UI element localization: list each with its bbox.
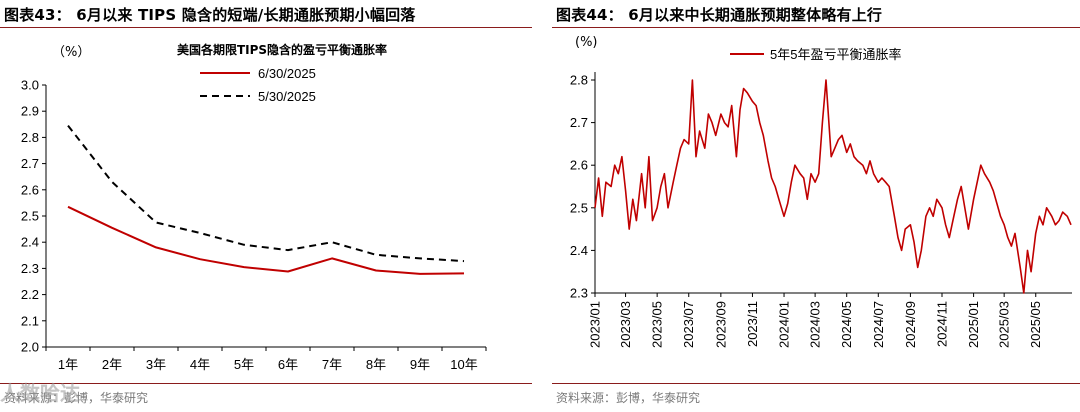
x-tick-label: 8年 — [366, 357, 386, 372]
y-tick-label: 2.0 — [21, 340, 39, 355]
series-line-1 — [594, 79, 1072, 294]
x-tick-label: 2年 — [102, 357, 122, 372]
y-tick-label: 2.5 — [570, 200, 588, 215]
right-bottom-rule — [552, 383, 1080, 384]
left-title-rule — [0, 27, 532, 28]
x-tick-label: 2023/01 — [588, 301, 603, 348]
y-tick-label: 2.4 — [21, 235, 39, 250]
x-tick-label: 2024/09 — [903, 301, 918, 348]
x-tick-label: 2024/01 — [777, 301, 792, 348]
left-chart: 2.0 2.1 2.2 2.3 2.4 2.5 2.6 2.7 2.8 2.9 3.0 1年 2年 3年 4… — [21, 42, 487, 372]
legend-title: 美国各期限TIPS隐含的盈亏平衡通胀率 — [177, 42, 387, 57]
right-source-note: 资料来源：彭博，华泰研究 — [556, 391, 701, 405]
y-tick-label: 2.8 — [570, 73, 588, 88]
x-tick-label: 2023/09 — [713, 301, 728, 348]
x-tick-label: 5年 — [234, 357, 254, 372]
x-tick-label: 2023/05 — [650, 301, 665, 348]
x-tick-label: 2024/11 — [935, 301, 950, 347]
x-tick-label: 3年 — [146, 357, 166, 372]
y-tick-label: 2.7 — [570, 115, 588, 130]
x-tick-label: 6年 — [278, 357, 298, 372]
series-line-2 — [67, 124, 465, 263]
y-tick-label: 2.7 — [21, 156, 39, 171]
right-chart: 2.3 2.4 2.5 2.6 2.7 2.8 2023/01 2023/03 2023/05 2… — [570, 35, 1072, 348]
right-figure-title: 图表44： 6月以来中长期通胀预期整体略有上行 — [556, 6, 883, 24]
y-tick-label: 2.4 — [570, 243, 588, 258]
y-tick-label: 2.8 — [21, 130, 39, 145]
legend-label-1: 6/30/2025 — [258, 66, 316, 81]
series-line-1 — [67, 205, 465, 275]
y-tick-label: 2.6 — [570, 158, 588, 173]
y-tick-label: 2.3 — [21, 261, 39, 276]
y-tick-label: 3.0 — [21, 78, 39, 93]
x-tick-label: 2024/03 — [808, 301, 823, 348]
y-axis-unit-label: （%） — [52, 45, 90, 60]
right-chart-panel: 图表44： 6月以来中长期通胀预期整体略有上行 2.3 2.4 2.5 2.6 2.7 2… — [552, 0, 1080, 412]
x-tick-label: 2024/05 — [839, 301, 854, 348]
watermark-logo: 人数哈达 — [0, 381, 80, 405]
x-tick-label: 4年 — [190, 357, 210, 372]
left-bottom-rule — [0, 383, 532, 384]
y-tick-label: 2.3 — [570, 286, 588, 301]
x-tick-label: 10年 — [450, 357, 477, 372]
x-tick-label: 2024/07 — [871, 301, 886, 348]
y-tick-label: 2.5 — [21, 209, 39, 224]
x-tick-label: 2023/11 — [745, 301, 760, 347]
x-tick-label: 2025/03 — [997, 301, 1012, 348]
x-tick-label: 2023/03 — [618, 301, 633, 348]
y-tick-label: 2.1 — [21, 313, 39, 328]
y-axis-unit-label: (%) — [575, 35, 598, 50]
right-title-rule — [552, 27, 1080, 28]
x-tick-label: 1年 — [58, 357, 78, 372]
left-source-note: 资料来源：彭博，华泰研究 — [4, 391, 149, 405]
left-figure-title: 图表43： 6月以来 TIPS 隐含的短端/长期通胀预期小幅回落 — [4, 6, 416, 24]
legend-label-2: 5/30/2025 — [258, 89, 316, 104]
x-tick-label: 7年 — [322, 357, 342, 372]
left-chart-panel: 图表43： 6月以来 TIPS 隐含的短端/长期通胀预期小幅回落 2.0 2.1 2… — [0, 0, 532, 412]
y-tick-label: 2.2 — [21, 287, 39, 302]
y-tick-label: 2.9 — [21, 104, 39, 119]
x-tick-label: 2025/05 — [1028, 301, 1043, 348]
y-tick-label: 2.6 — [21, 182, 39, 197]
legend-label-1: 5年5年盈亏平衡通胀率 — [770, 47, 901, 62]
x-tick-label: 2025/01 — [966, 301, 981, 348]
x-tick-label: 2023/07 — [681, 301, 696, 348]
x-tick-label: 9年 — [410, 357, 430, 372]
